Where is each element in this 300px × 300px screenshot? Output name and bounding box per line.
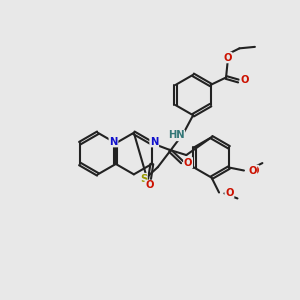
Text: N: N	[109, 137, 118, 147]
Text: S: S	[140, 173, 147, 184]
Text: N: N	[150, 137, 158, 147]
Text: O: O	[223, 52, 232, 63]
Text: O: O	[250, 166, 259, 176]
Text: O: O	[184, 158, 192, 168]
Text: O: O	[145, 180, 154, 190]
Text: O: O	[225, 188, 234, 197]
Text: HN: HN	[168, 130, 184, 140]
Text: O: O	[248, 166, 256, 176]
Text: O: O	[240, 76, 249, 85]
